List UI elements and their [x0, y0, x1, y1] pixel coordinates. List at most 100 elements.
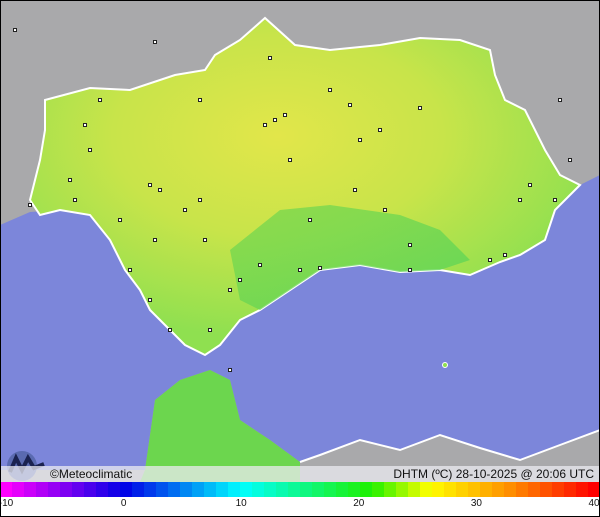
- timestamp: DHTM (ºC) 28-10-2025 @ 20:06 UTC: [393, 467, 594, 481]
- scale-swatch: [0, 482, 12, 497]
- region-morocco: [140, 370, 300, 482]
- scale-swatch: [288, 482, 300, 497]
- scale-swatch: [300, 482, 312, 497]
- scale-swatch: [456, 482, 468, 497]
- station-marker[interactable]: [183, 208, 187, 212]
- station-marker[interactable]: [68, 178, 72, 182]
- scale-swatch: [564, 482, 576, 497]
- info-bar: ©Meteoclimatic DHTM (ºC) 28-10-2025 @ 20…: [0, 466, 600, 482]
- scale-swatch: [108, 482, 120, 497]
- temperature-map[interactable]: [0, 0, 600, 482]
- station-marker[interactable]: [208, 328, 212, 332]
- scale-swatch: [60, 482, 72, 497]
- station-marker[interactable]: [488, 258, 492, 262]
- scale-swatch: [156, 482, 168, 497]
- scale-swatch: [408, 482, 420, 497]
- station-marker[interactable]: [148, 298, 152, 302]
- sea: [0, 175, 600, 470]
- scale-tick-label: -10: [0, 498, 14, 509]
- station-marker[interactable]: [378, 128, 382, 132]
- brand-credit: ©Meteoclimatic: [50, 467, 133, 481]
- station-marker[interactable]: [203, 238, 207, 242]
- station-marker[interactable]: [558, 98, 562, 102]
- scale-swatch: [252, 482, 264, 497]
- scale-swatch: [276, 482, 288, 497]
- scale-labels: -10 0 10 20 30 40: [0, 497, 600, 513]
- station-marker[interactable]: [528, 183, 532, 187]
- station-marker[interactable]: [83, 123, 87, 127]
- station-marker[interactable]: [263, 123, 267, 127]
- station-marker[interactable]: [148, 183, 152, 187]
- scale-swatch: [144, 482, 156, 497]
- station-markers: [13, 28, 572, 372]
- coastal-cool-zone: [230, 205, 470, 310]
- scale-swatch: [468, 482, 480, 497]
- scale-swatch: [528, 482, 540, 497]
- station-marker[interactable]: [28, 203, 32, 207]
- station-marker[interactable]: [318, 266, 322, 270]
- station-marker[interactable]: [198, 198, 202, 202]
- scale-swatch: [360, 482, 372, 497]
- station-marker[interactable]: [158, 188, 162, 192]
- scale-swatch: [12, 482, 24, 497]
- scale-swatch: [444, 482, 456, 497]
- station-marker[interactable]: [198, 98, 202, 102]
- station-marker[interactable]: [358, 138, 362, 142]
- scale-swatch: [168, 482, 180, 497]
- station-marker[interactable]: [258, 263, 262, 267]
- scale-swatch: [192, 482, 204, 497]
- station-marker[interactable]: [418, 106, 422, 110]
- scale-swatch: [48, 482, 60, 497]
- station-marker[interactable]: [308, 218, 312, 222]
- station-marker[interactable]: [353, 188, 357, 192]
- station-marker[interactable]: [268, 56, 272, 60]
- scale-swatch: [312, 482, 324, 497]
- scale-swatch: [180, 482, 192, 497]
- scale-tick-label: 30: [470, 498, 482, 509]
- station-marker[interactable]: [408, 268, 412, 272]
- station-marker[interactable]: [153, 40, 157, 44]
- scale-swatch: [324, 482, 336, 497]
- scale-swatch: [588, 482, 600, 497]
- station-marker[interactable]: [228, 288, 232, 292]
- coastline-africa: [299, 429, 600, 463]
- station-marker[interactable]: [288, 158, 292, 162]
- scale-swatch: [540, 482, 552, 497]
- station-marker[interactable]: [298, 268, 302, 272]
- station-marker[interactable]: [408, 243, 412, 247]
- scale-swatch: [384, 482, 396, 497]
- scale-swatch: [72, 482, 84, 497]
- station-marker[interactable]: [118, 218, 122, 222]
- scale-swatch: [492, 482, 504, 497]
- station-marker[interactable]: [88, 148, 92, 152]
- scale-swatch: [36, 482, 48, 497]
- station-marker[interactable]: [228, 368, 232, 372]
- station-marker[interactable]: [283, 113, 287, 117]
- station-marker[interactable]: [273, 118, 277, 122]
- scale-swatch: [576, 482, 588, 497]
- region-andalucia[interactable]: [28, 16, 582, 357]
- scale-swatch: [132, 482, 144, 497]
- station-marker[interactable]: [348, 103, 352, 107]
- station-marker[interactable]: [503, 253, 507, 257]
- scale-swatch: [420, 482, 432, 497]
- station-marker[interactable]: [168, 328, 172, 332]
- station-marker[interactable]: [383, 208, 387, 212]
- scale-tick-label: 40: [588, 498, 600, 509]
- station-marker[interactable]: [553, 198, 557, 202]
- station-marker[interactable]: [13, 28, 17, 32]
- station-marker[interactable]: [568, 158, 572, 162]
- scale-swatch: [372, 482, 384, 497]
- scale-swatch: [120, 482, 132, 497]
- scale-swatch: [228, 482, 240, 497]
- station-marker[interactable]: [238, 278, 242, 282]
- scale-swatch: [264, 482, 276, 497]
- scale-swatch: [552, 482, 564, 497]
- station-marker[interactable]: [153, 238, 157, 242]
- station-marker[interactable]: [128, 268, 132, 272]
- station-marker[interactable]: [73, 198, 77, 202]
- scale-swatch: [432, 482, 444, 497]
- station-marker[interactable]: [328, 88, 332, 92]
- station-marker[interactable]: [98, 98, 102, 102]
- station-marker[interactable]: [518, 198, 522, 202]
